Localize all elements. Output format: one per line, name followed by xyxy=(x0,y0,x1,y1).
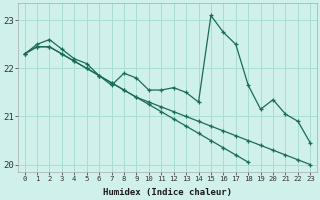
X-axis label: Humidex (Indice chaleur): Humidex (Indice chaleur) xyxy=(103,188,232,197)
